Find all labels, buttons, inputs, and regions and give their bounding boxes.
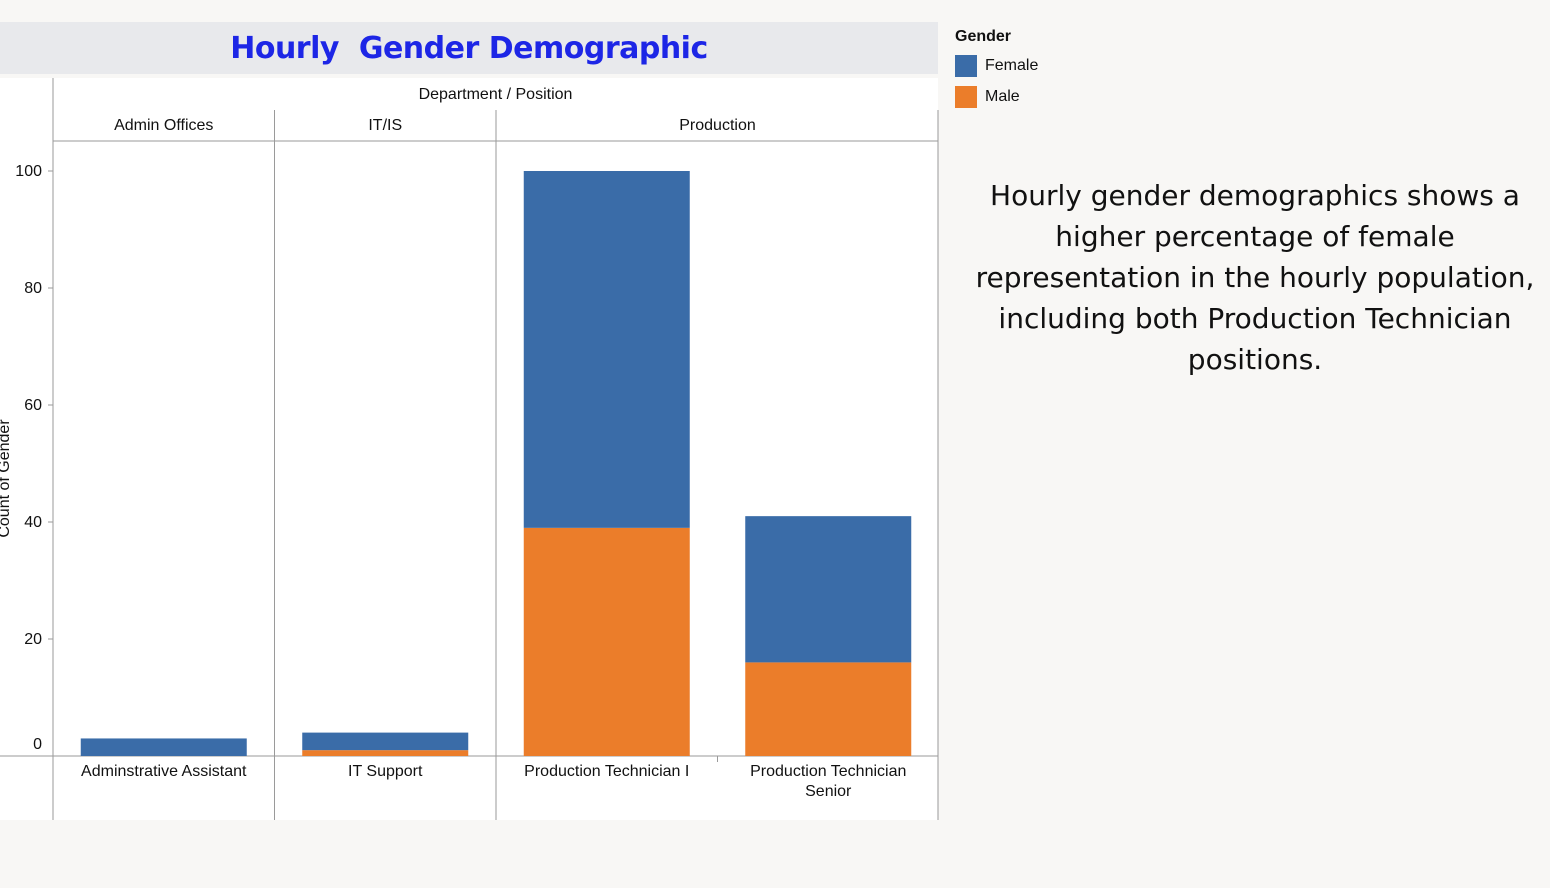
- legend-title: Gender: [955, 28, 1012, 45]
- chart-title-bar: Hourly Gender Demographic: [0, 22, 938, 74]
- bar-it-support-male: [302, 750, 469, 756]
- legend-item-male[interactable]: Male: [955, 81, 1038, 112]
- bar-production-technician-senior-male: [745, 662, 912, 756]
- stacked-bar-chart: Department / Position Admin Offices IT/IS P…: [0, 78, 939, 820]
- bar-it-support-female: [302, 732, 469, 751]
- y-tick-label-100: 100: [15, 163, 42, 180]
- x-tick-label-production-technician-senior-line2: Senior: [805, 783, 852, 800]
- x-tick-label-it-support: IT Support: [348, 763, 423, 780]
- legend-swatch-male: [955, 85, 977, 108]
- department-label-admin-offices: Admin Offices: [114, 117, 213, 134]
- axis-background: [0, 78, 53, 820]
- legend-swatch-female: [955, 54, 977, 77]
- annotation-text: Hourly gender demographics shows a highe…: [975, 179, 1535, 376]
- bar-adminstrative-assistant-female: [80, 738, 247, 756]
- header-department-position: Department / Position: [419, 86, 573, 103]
- y-tick-label-40: 40: [24, 514, 42, 531]
- x-tick-label-production-technician-senior: Production Technician: [750, 763, 906, 780]
- y-tick-label-60: 60: [24, 397, 42, 414]
- y-tick-label-80: 80: [24, 280, 42, 297]
- bar-production-technician-i-female: [523, 171, 690, 528]
- legend-item-female[interactable]: Female: [955, 50, 1038, 81]
- department-label-it-is: IT/IS: [368, 117, 402, 134]
- x-tick-label-adminstrative-assistant: Adminstrative Assistant: [81, 763, 247, 780]
- legend-label-male: Male: [985, 87, 1020, 105]
- y-tick-label-0: 0: [33, 736, 42, 753]
- chart-title: Hourly Gender Demographic: [230, 30, 708, 66]
- bar-production-technician-i-male: [523, 527, 690, 756]
- legend-label-female: Female: [985, 56, 1039, 74]
- y-axis-title: Count of Gender: [0, 419, 13, 538]
- department-label-production: Production: [679, 117, 756, 134]
- x-tick-label-production-technician-i: Production Technician I: [524, 763, 689, 780]
- y-tick-label-20: 20: [24, 631, 42, 648]
- legend: Gender Female Male: [955, 28, 1038, 112]
- bar-production-technician-senior-female: [745, 516, 912, 663]
